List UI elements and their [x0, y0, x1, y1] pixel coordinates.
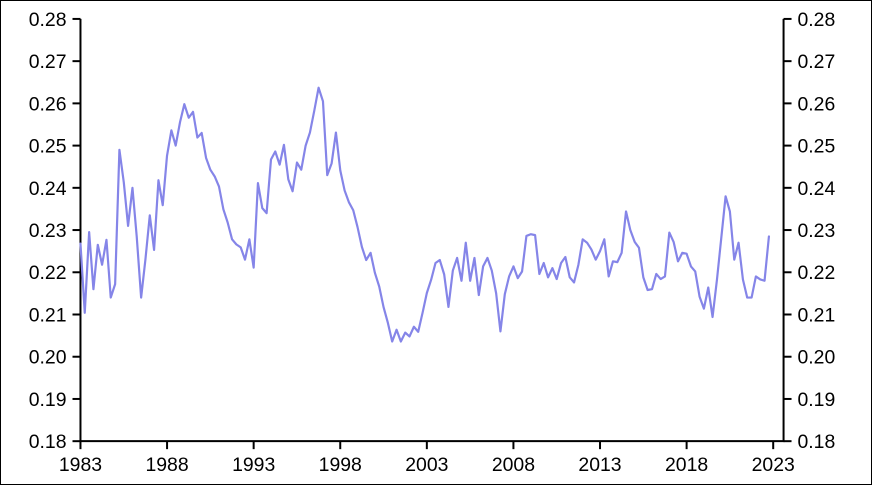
- x-axis-tick-label: 2003: [405, 454, 448, 476]
- data-line: [79, 86, 771, 343]
- y-axis-tick-label-left: 0.21: [29, 304, 67, 326]
- x-axis-tick-label: 1988: [145, 454, 188, 476]
- y-axis-tick-label-left: 0.22: [29, 262, 67, 284]
- y-axis-tick-label-right: 0.19: [798, 389, 836, 411]
- y-axis-tick-label-right: 0.21: [798, 304, 836, 326]
- y-axis-tick-label-left: 0.24: [29, 178, 67, 200]
- y-axis-tick-label-left: 0.23: [29, 220, 67, 242]
- x-axis-tick-label: 2008: [492, 454, 535, 476]
- x-axis-tick-label: 2013: [578, 454, 621, 476]
- y-axis-tick-label-left: 0.19: [29, 389, 67, 411]
- y-axis-tick-label-right: 0.23: [798, 220, 836, 242]
- y-axis-tick-label-right: 0.28: [798, 9, 836, 31]
- x-axis-tick-label: 2023: [752, 454, 795, 476]
- y-axis-tick-label-left: 0.25: [29, 136, 67, 158]
- x-axis-tick-label: 1998: [319, 454, 362, 476]
- y-axis-tick-label-right: 0.22: [798, 262, 836, 284]
- y-axis-tick-label-right: 0.20: [798, 347, 836, 369]
- y-axis-tick-label-left: 0.27: [29, 51, 67, 73]
- y-axis-tick-label-right: 0.24: [798, 178, 836, 200]
- x-axis-tick-label: 2018: [665, 454, 708, 476]
- x-axis-tick-label: 1983: [59, 454, 102, 476]
- y-axis-tick-label-left: 0.26: [29, 93, 67, 115]
- x-axis-tick-label: 1993: [232, 454, 275, 476]
- y-axis-tick-label-right: 0.25: [798, 136, 836, 158]
- y-axis-tick-label-right: 0.18: [798, 431, 836, 453]
- y-axis-tick-label-left: 0.20: [29, 347, 67, 369]
- y-axis-tick-label-left: 0.28: [29, 9, 67, 31]
- y-axis-tick-label-right: 0.26: [798, 93, 836, 115]
- y-axis-tick-label-right: 0.27: [798, 51, 836, 73]
- y-axis-tick-label-left: 0.18: [29, 431, 67, 453]
